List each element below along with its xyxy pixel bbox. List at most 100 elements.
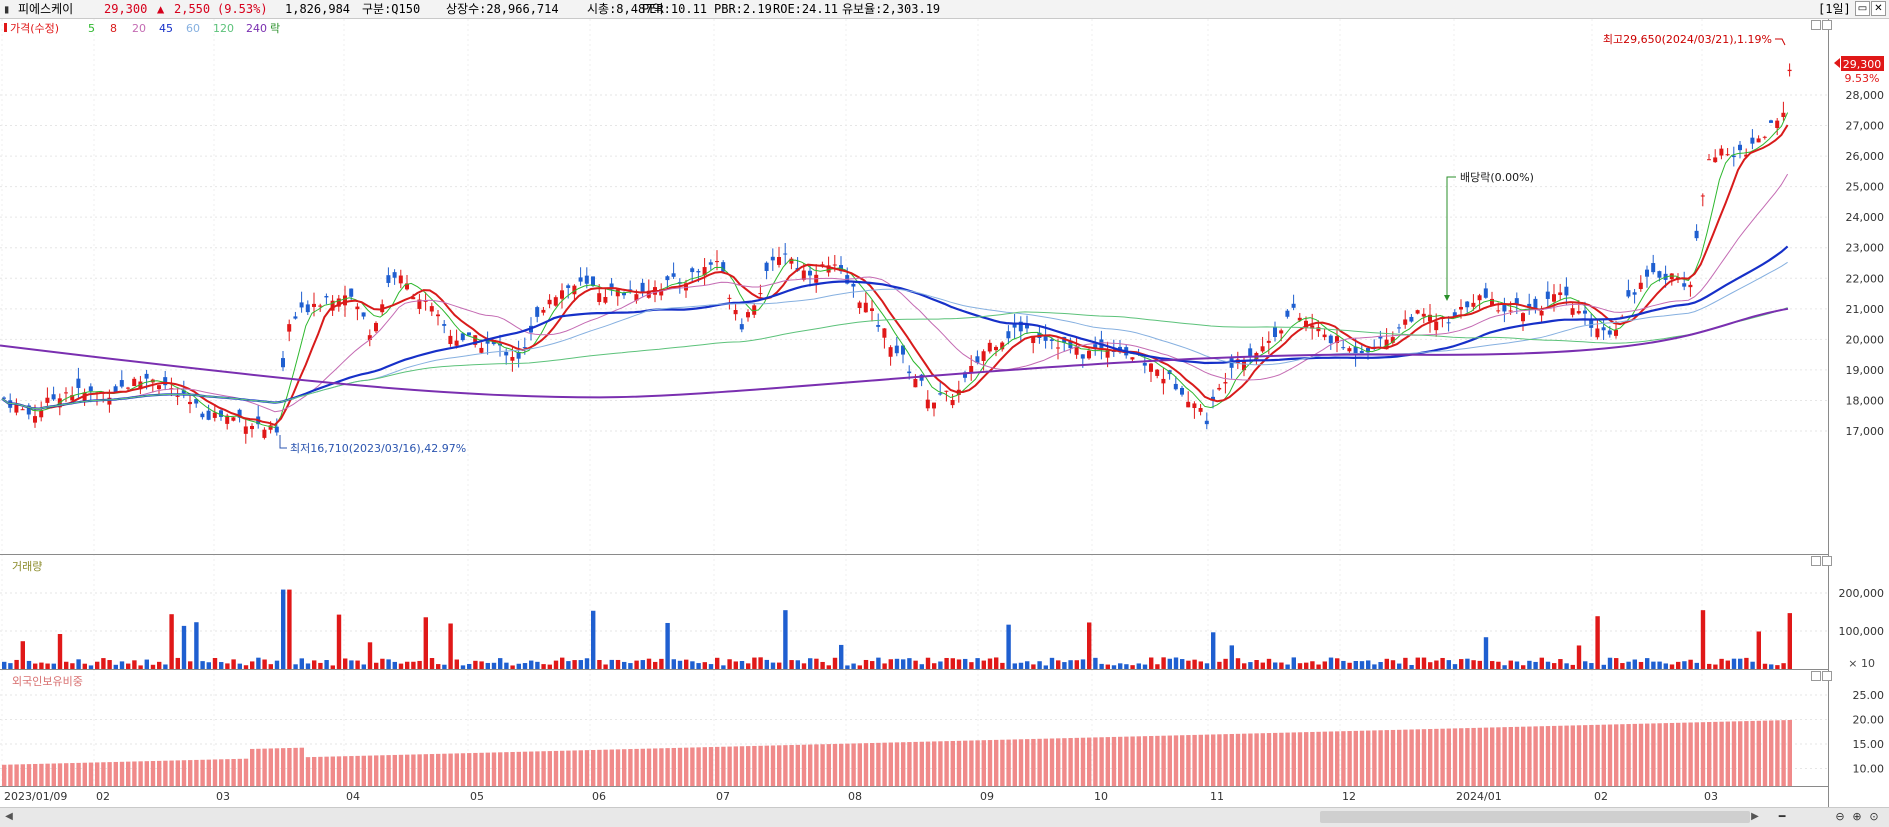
foreign-holding-bar: [281, 748, 286, 786]
candle-body: [578, 277, 583, 282]
foreign-holding-bar: [268, 748, 273, 786]
stock-name[interactable]: 피에스케이: [18, 2, 74, 16]
foreign-holding-bar: [851, 743, 856, 786]
volume-bar: [1124, 664, 1129, 669]
scroll-left-icon[interactable]: ◀: [5, 811, 13, 822]
zoom-in-icon[interactable]: ⊕: [1852, 810, 1862, 823]
candle-body: [820, 264, 825, 266]
volume-bar: [1167, 658, 1172, 669]
volume-bar: [312, 660, 317, 669]
foreign-holding-bar: [1328, 731, 1334, 786]
ma8-legend[interactable]: 8: [110, 22, 117, 35]
volume-bar: [1297, 663, 1303, 669]
foreign-holding-bar: [504, 752, 509, 786]
holding-ratio: 유보율:2,303.19: [842, 2, 941, 16]
candle-body: [628, 289, 633, 291]
ma5-legend[interactable]: 5: [88, 22, 95, 35]
candle-body: [1031, 336, 1036, 344]
candle-body: [429, 306, 434, 312]
panel-close-icon[interactable]: [1822, 20, 1832, 30]
volume-bar: [1037, 661, 1042, 669]
foreign-holding-bar: [498, 752, 503, 786]
candle-body: [1310, 325, 1315, 329]
volume-bar: [442, 664, 447, 669]
volume-bar: [615, 659, 621, 669]
candle-body: [305, 304, 310, 313]
candle-body: [963, 372, 967, 378]
foreign-holding-bar: [1124, 736, 1129, 786]
stock-chart[interactable]: 최고29,650(2024/03/21),1.19% 최저16,710(2023/…: [0, 19, 1889, 807]
volume-bar: [1713, 664, 1718, 669]
candle-body: [1632, 292, 1637, 295]
foreign-holding-bar: [1167, 735, 1172, 786]
foreign-holding-bar: [436, 753, 441, 786]
foreign-holding-bar: [1397, 729, 1402, 786]
candle-body: [200, 413, 205, 418]
foreign-holding-bar: [1087, 737, 1092, 786]
volume-bar: [1229, 645, 1234, 669]
price-tick-label: 20,000: [1846, 333, 1885, 346]
foreign-holding-bar: [1762, 720, 1768, 786]
close-icon[interactable]: ✕: [1871, 1, 1886, 16]
chart-scrollbar[interactable]: ◀ ▶ ━ ⊖ ⊕ ⊙: [0, 807, 1889, 827]
ma45-legend[interactable]: 45: [159, 22, 173, 35]
candle-body: [1552, 294, 1556, 302]
foreign-holding-bar: [1626, 724, 1631, 786]
candle-body: [355, 306, 360, 310]
ex-dividend-legend[interactable]: 락: [270, 22, 280, 35]
period-button[interactable]: [1일]: [1818, 2, 1851, 16]
x-axis-label: 05: [470, 790, 484, 803]
candle-body: [405, 283, 409, 290]
scroll-right-icon[interactable]: ▶: [1751, 811, 1759, 822]
foreign-holding-bar: [677, 747, 683, 786]
candle-body: [1750, 137, 1755, 144]
candle-body: [1719, 148, 1724, 156]
ma240-legend[interactable]: 240: [246, 22, 267, 35]
panel-close-icon[interactable]: [1822, 671, 1832, 681]
candle-body: [969, 365, 974, 372]
foreign-holding-bar: [206, 759, 211, 786]
minimize-icon[interactable]: ▭: [1855, 1, 1870, 16]
candle-body: [250, 425, 254, 430]
scroll-thumb[interactable]: [1320, 811, 1750, 823]
ma120-legend[interactable]: 120: [213, 22, 234, 35]
volume-bar: [677, 660, 683, 669]
ma20-legend[interactable]: 20: [132, 22, 146, 35]
foreign-holding-bar: [1037, 738, 1042, 786]
volume-bar: [281, 589, 286, 669]
zoom-reset-icon[interactable]: ⊙: [1869, 810, 1879, 823]
foreign-holding-bar: [925, 741, 931, 786]
volume-bar: [659, 658, 664, 669]
zoom-out-icon[interactable]: ⊖: [1835, 810, 1845, 823]
foreign-holding-bar: [1514, 726, 1520, 786]
foreign-holding-bar: [696, 747, 701, 786]
volume-bar: [715, 657, 720, 669]
panel-maximize-icon[interactable]: [1811, 556, 1821, 566]
x-axis-label: 10: [1094, 790, 1108, 803]
ma60-legend[interactable]: 60: [186, 22, 200, 35]
foreign-holding-bar: [789, 745, 794, 786]
candle-body: [1049, 339, 1054, 341]
foreign-holding-bar: [597, 749, 602, 786]
zoom-slider-icon[interactable]: ━: [1778, 810, 1786, 823]
volume-bar: [1570, 664, 1575, 669]
current-price-tag-text: 29,300: [1843, 58, 1882, 71]
candle-body: [1353, 346, 1358, 356]
volume-bar: [1490, 661, 1495, 669]
foreign-holding-bar: [801, 744, 807, 786]
candle-body: [535, 307, 540, 317]
foreign-holding-bar: [1738, 721, 1743, 786]
candle-body: [987, 342, 992, 352]
foreign-holding-bar: [715, 746, 720, 786]
foreign-holding-bar: [386, 755, 391, 786]
foreign-holding-bar: [1459, 728, 1464, 786]
panel-close-icon[interactable]: [1822, 556, 1832, 566]
volume-bar: [200, 661, 205, 669]
foreign-holding-bar: [330, 756, 335, 786]
panel-maximize-icon[interactable]: [1811, 671, 1821, 681]
y-axis-labels: 28,000 27,000 26,000 25,000 24,000 23,000 22,0…: [1839, 89, 1885, 776]
volume-bar: [981, 660, 986, 669]
panel-maximize-icon[interactable]: [1811, 20, 1821, 30]
foreign-holding-bar: [343, 756, 348, 786]
price-tick-label: 19,000: [1846, 364, 1885, 377]
